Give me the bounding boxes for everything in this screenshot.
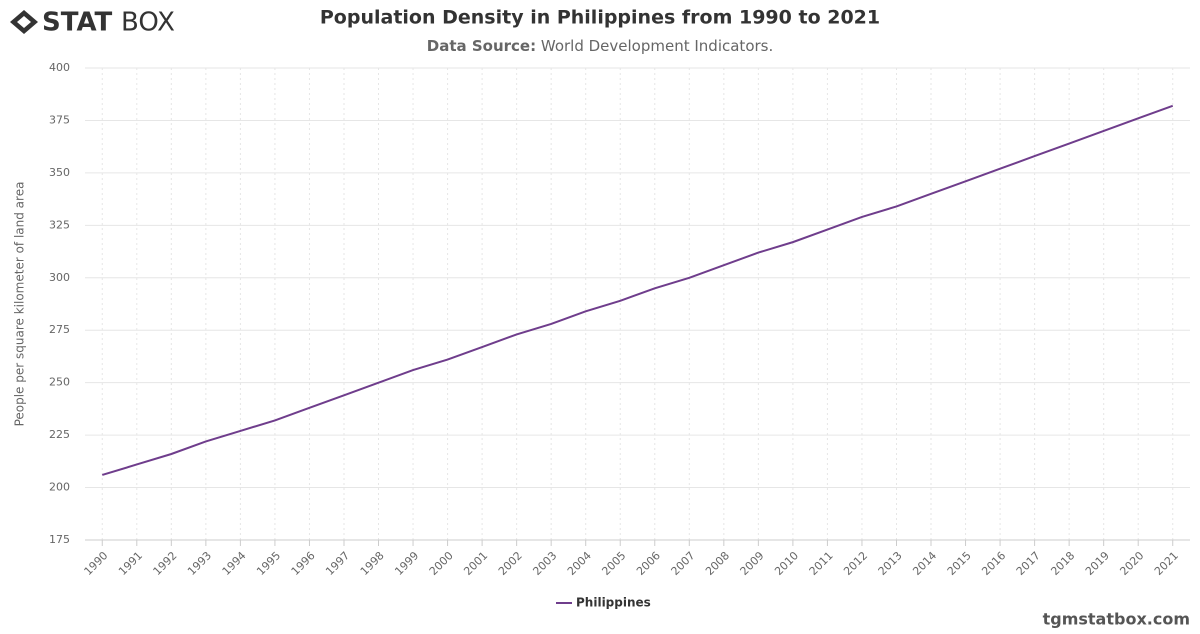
x-tick-label: 2015 xyxy=(945,549,974,578)
x-tick-label: 2013 xyxy=(876,549,905,578)
y-tick-label: 350 xyxy=(49,166,70,179)
line xyxy=(101,104,1174,476)
x-tick-label: 2018 xyxy=(1048,549,1077,578)
x-tick-label: 2020 xyxy=(1117,549,1146,578)
logo: STAT BOX xyxy=(10,8,175,38)
x-tick-label: 1999 xyxy=(392,549,421,578)
y-tick-label: 400 xyxy=(49,61,70,74)
subtitle-text: World Development Indicators. xyxy=(541,37,773,55)
x-tick-label: 2010 xyxy=(772,549,801,578)
x-tick-label: 2014 xyxy=(910,549,939,578)
x-tick-label: 2006 xyxy=(634,549,663,578)
x-tick-label: 2009 xyxy=(738,549,767,578)
x-tick-label: 2005 xyxy=(599,549,628,578)
y-tick-label: 375 xyxy=(49,113,70,126)
x-tick-label: 1996 xyxy=(289,549,318,578)
y-tick-label: 175 xyxy=(49,533,70,546)
legend-label: Philippines xyxy=(576,596,651,610)
x-tick-label: 2004 xyxy=(565,549,594,578)
x-tick-label: 1997 xyxy=(323,549,352,578)
x-tick-label: 2012 xyxy=(841,549,870,578)
footer: tgmstatbox.com xyxy=(1043,610,1190,629)
logo-icon-inner xyxy=(17,16,31,28)
x-tick-label: 2011 xyxy=(807,549,836,578)
y-tick-label: 300 xyxy=(49,271,70,284)
y-tick-label: 225 xyxy=(49,428,70,441)
x-tick-label: 2007 xyxy=(669,549,698,578)
x-tick-label: 2003 xyxy=(530,549,559,578)
x-tick-label: 2016 xyxy=(979,549,1008,578)
x-tick-label: 1994 xyxy=(220,549,249,578)
x-tick-label: 2017 xyxy=(1014,549,1043,578)
x-tick-label: 1998 xyxy=(358,549,387,578)
x-tick-label: 2001 xyxy=(461,549,490,578)
logo-light: BOX xyxy=(121,8,175,38)
subtitle: Data Source: World Development Indicator… xyxy=(427,37,774,55)
y-axis-label: People per square kilometer of land area xyxy=(13,182,27,427)
x-tick-label: 1990 xyxy=(82,549,111,578)
x-tick-label: 2002 xyxy=(496,549,525,578)
subtitle-label: Data Source: xyxy=(427,37,536,55)
x-tick-label: 2000 xyxy=(427,549,456,578)
x-tick-label: 1992 xyxy=(151,549,180,578)
y-tick-label: 325 xyxy=(49,218,70,231)
x-tick-label: 1991 xyxy=(116,549,145,578)
x-tick-label: 2021 xyxy=(1152,549,1181,578)
y-tick-label: 250 xyxy=(49,376,70,389)
y-tick-label: 275 xyxy=(49,323,70,336)
x-tick-label: 1995 xyxy=(254,549,283,578)
x-tick-label: 1993 xyxy=(185,549,214,578)
chart-title: Population Density in Philippines from 1… xyxy=(320,7,880,29)
y-tick-label: 200 xyxy=(49,481,70,494)
x-tick-label: 2019 xyxy=(1083,549,1112,578)
logo-bold: STAT xyxy=(42,8,113,38)
x-tick-label: 2008 xyxy=(703,549,732,578)
